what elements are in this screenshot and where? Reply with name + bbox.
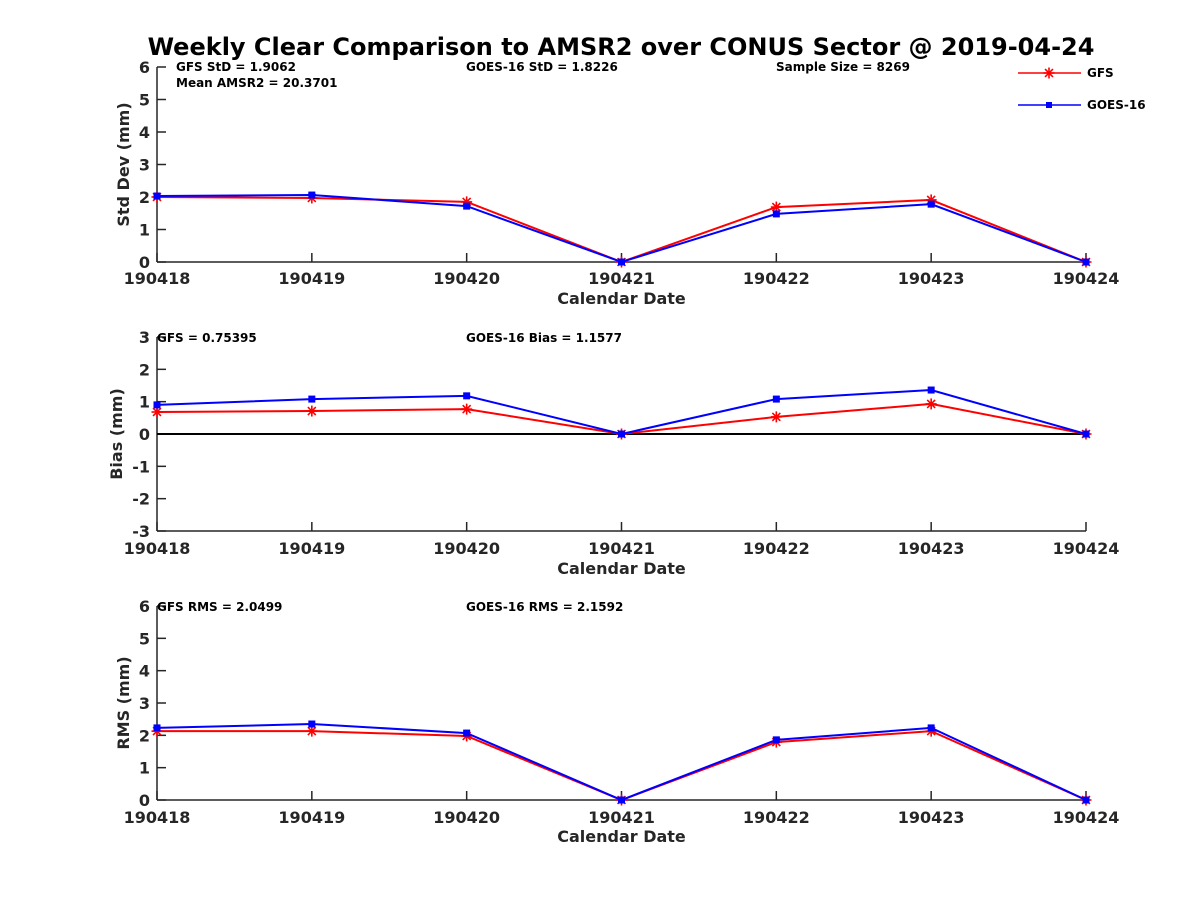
x-tick-label: 190424 bbox=[1053, 269, 1120, 288]
legend-goes16-label: GOES-16 bbox=[1087, 98, 1146, 112]
y-tick-label: 6 bbox=[139, 597, 150, 616]
annotation-goes: GOES-16 Bias = 1.1577 bbox=[466, 331, 622, 345]
y-tick-label: 0 bbox=[139, 425, 150, 444]
data-point-goes16 bbox=[772, 210, 780, 218]
y-tick-label: 3 bbox=[139, 694, 150, 713]
annotation-mean: Mean AMSR2 = 20.3701 bbox=[176, 76, 337, 90]
legend-gfs-label: GFS bbox=[1087, 66, 1114, 80]
x-axis-label: Calendar Date bbox=[557, 827, 686, 846]
data-point-goes16 bbox=[618, 796, 625, 804]
data-point-gfs bbox=[306, 405, 318, 417]
data-point-goes16 bbox=[1082, 258, 1090, 266]
y-tick-label: 2 bbox=[139, 360, 150, 379]
data-point-goes16 bbox=[153, 724, 161, 732]
y-axis-label: RMS (mm) bbox=[114, 656, 133, 749]
y-tick-label: 5 bbox=[139, 629, 150, 648]
data-point-goes16 bbox=[153, 401, 161, 409]
annotation-gfs: GFS StD = 1.9062 bbox=[176, 60, 296, 74]
y-tick-label: -3 bbox=[132, 522, 150, 541]
x-tick-label: 190422 bbox=[743, 539, 810, 558]
x-tick-label: 190420 bbox=[433, 808, 500, 827]
y-tick-label: 2 bbox=[139, 188, 150, 207]
x-tick-label: 190422 bbox=[743, 269, 810, 288]
y-tick-label: 1 bbox=[139, 759, 150, 778]
data-point-goes16 bbox=[463, 729, 471, 737]
data-point-goes16 bbox=[308, 191, 316, 199]
y-tick-label: 5 bbox=[139, 91, 150, 110]
y-tick-label: 6 bbox=[139, 58, 150, 77]
data-point-goes16 bbox=[927, 200, 935, 208]
data-point-gfs bbox=[925, 398, 937, 410]
x-tick-label: 190418 bbox=[124, 808, 191, 827]
x-tick-label: 190423 bbox=[898, 539, 965, 558]
y-tick-label: -1 bbox=[132, 457, 150, 476]
data-point-gfs bbox=[306, 725, 318, 737]
figure-title: Weekly Clear Comparison to AMSR2 over CO… bbox=[148, 33, 1095, 61]
y-axis-label: Std Dev (mm) bbox=[114, 102, 133, 226]
x-tick-label: 190424 bbox=[1053, 539, 1120, 558]
y-tick-label: 3 bbox=[139, 328, 150, 347]
x-tick-label: 190423 bbox=[898, 808, 965, 827]
y-tick-label: 3 bbox=[139, 156, 150, 175]
annotation-goes: GOES-16 StD = 1.8226 bbox=[466, 60, 618, 74]
legend-goes16-square-marker bbox=[1046, 102, 1052, 108]
data-point-goes16 bbox=[463, 392, 471, 400]
x-tick-label: 190418 bbox=[124, 269, 191, 288]
annotation-gfs: GFS RMS = 2.0499 bbox=[157, 600, 282, 614]
x-tick-label: 190419 bbox=[278, 269, 345, 288]
y-tick-label: 4 bbox=[139, 662, 150, 681]
y-tick-label: 1 bbox=[139, 393, 150, 412]
x-tick-label: 190418 bbox=[124, 539, 191, 558]
data-point-goes16 bbox=[308, 395, 316, 403]
x-axis-label: Calendar Date bbox=[557, 289, 686, 308]
data-point-goes16 bbox=[772, 736, 780, 744]
y-tick-label: 0 bbox=[139, 253, 150, 272]
x-tick-label: 190421 bbox=[588, 269, 655, 288]
panel-rms: 0 1 2 3 4 5 6 190418 190419 190420 190421 190422 190… bbox=[114, 597, 1119, 846]
data-point-goes16 bbox=[153, 192, 161, 200]
panel-std-dev: 0 1 2 3 4 5 6 190418 190419 190420 190421 190422 190… bbox=[114, 58, 1119, 308]
x-tick-label: 190419 bbox=[278, 539, 345, 558]
y-tick-label: 2 bbox=[139, 726, 150, 745]
data-point-goes16 bbox=[772, 395, 780, 403]
x-tick-label: 190423 bbox=[898, 269, 965, 288]
y-tick-label: 4 bbox=[139, 123, 150, 142]
data-point-goes16 bbox=[308, 720, 316, 728]
y-tick-label: -2 bbox=[132, 490, 150, 509]
x-tick-label: 190421 bbox=[588, 539, 655, 558]
x-tick-label: 190420 bbox=[433, 539, 500, 558]
legend: GFS GOES-16 bbox=[1018, 66, 1146, 112]
legend-gfs-asterisk-marker bbox=[1043, 67, 1055, 79]
x-tick-label: 190422 bbox=[743, 808, 810, 827]
x-tick-label: 190420 bbox=[433, 269, 500, 288]
data-point-goes16 bbox=[927, 386, 935, 394]
x-tick-label: 190419 bbox=[278, 808, 345, 827]
panel-bias: -3 -2 -1 0 1 2 3 190418 190419 190420 190421 190422… bbox=[107, 328, 1119, 578]
annotation-goes: GOES-16 RMS = 2.1592 bbox=[466, 600, 623, 614]
y-axis-label: Bias (mm) bbox=[107, 388, 126, 480]
x-axis-label: Calendar Date bbox=[557, 559, 686, 578]
y-tick-label: 1 bbox=[139, 221, 150, 240]
data-point-goes16 bbox=[618, 430, 625, 438]
x-tick-label: 190424 bbox=[1053, 808, 1120, 827]
data-point-goes16 bbox=[927, 724, 935, 732]
x-tick-label: 190421 bbox=[588, 808, 655, 827]
annotation-gfs: GFS = 0.75395 bbox=[157, 331, 257, 345]
y-tick-label: 0 bbox=[139, 791, 150, 810]
data-point-gfs bbox=[770, 411, 782, 423]
annotation-sample: Sample Size = 8269 bbox=[776, 60, 910, 74]
legend-gfs-asterisk bbox=[1043, 67, 1055, 79]
data-point-goes16 bbox=[1082, 796, 1090, 804]
data-point-goes16 bbox=[618, 258, 625, 266]
data-point-goes16 bbox=[1082, 430, 1090, 438]
data-point-gfs bbox=[461, 403, 473, 415]
data-point-goes16 bbox=[463, 202, 471, 210]
